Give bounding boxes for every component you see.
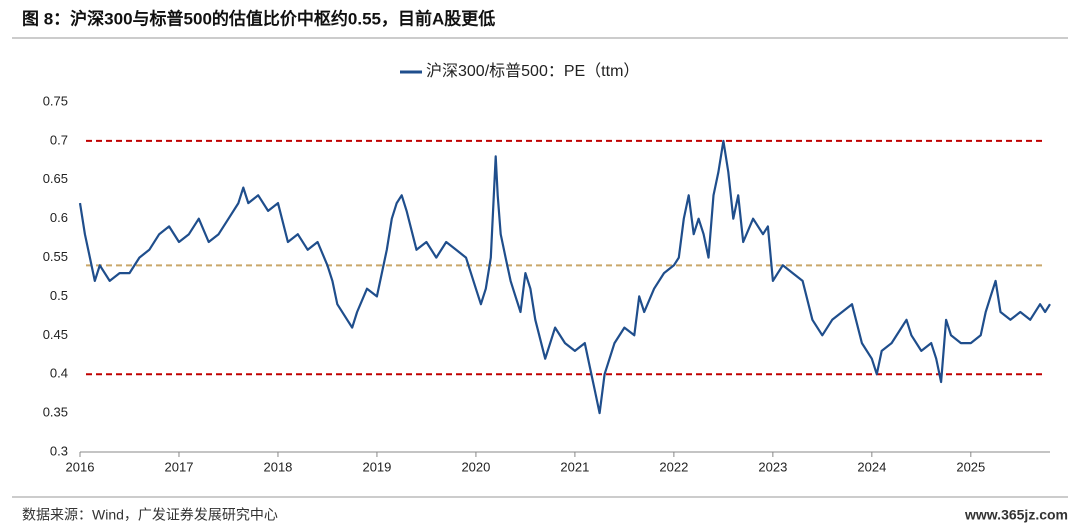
chart-title: 图 8：沪深300与标普500的估值比价中枢约0.55，目前A股更低 (22, 8, 495, 28)
legend-label: 沪深300/标普500：PE（ttm） (426, 62, 639, 80)
source-note: 数据来源：Wind，广发证券发展研究中心 (22, 507, 278, 523)
y-tick-label: 0.35 (43, 405, 68, 420)
y-tick-label: 0.3 (50, 443, 68, 458)
x-tick-label: 2021 (560, 459, 589, 474)
y-tick-label: 0.5 (50, 288, 68, 303)
data-line (78, 139, 1051, 415)
y-tick-label: 0.6 (50, 210, 68, 225)
y-tick-label: 0.55 (43, 249, 68, 264)
x-tick-label: 2019 (362, 459, 391, 474)
x-tick-label: 2017 (165, 459, 194, 474)
x-tick-label: 2016 (66, 459, 95, 474)
y-tick-label: 0.45 (43, 327, 68, 342)
x-tick-label: 2024 (857, 459, 886, 474)
x-tick-label: 2018 (263, 459, 292, 474)
y-tick-label: 0.75 (43, 93, 68, 108)
x-tick-label: 2025 (956, 459, 985, 474)
y-tick-label: 0.65 (43, 171, 68, 186)
x-tick-label: 2023 (758, 459, 787, 474)
y-tick-label: 0.7 (50, 132, 68, 147)
x-tick-label: 2022 (659, 459, 688, 474)
y-tick-label: 0.4 (50, 366, 68, 381)
x-tick-label: 2020 (461, 459, 490, 474)
watermark: www.365jz.com (964, 507, 1068, 523)
